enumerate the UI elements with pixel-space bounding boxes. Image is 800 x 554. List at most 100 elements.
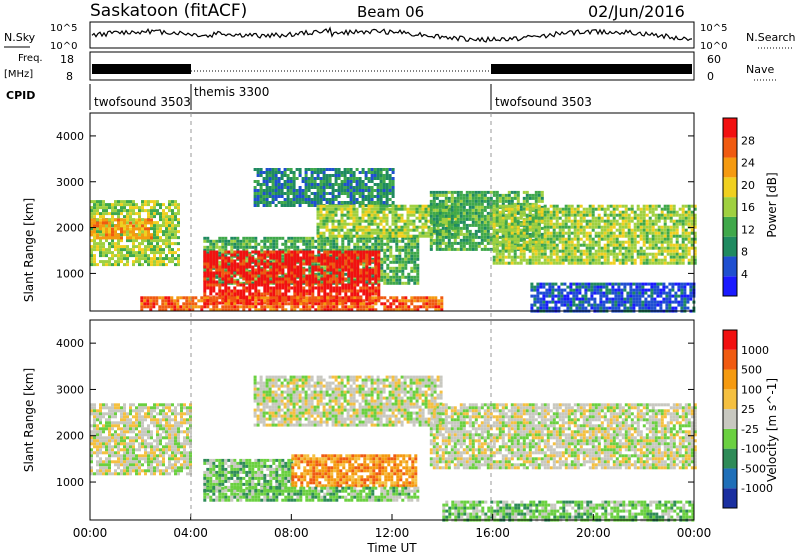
heat-cell [325, 228, 329, 232]
heat-cell [206, 239, 210, 243]
heat-cell [612, 246, 616, 250]
heat-cell [573, 246, 577, 250]
heat-cell [507, 210, 511, 214]
heat-cell [374, 262, 378, 266]
heat-cell [343, 231, 347, 235]
heat-cell [298, 174, 302, 177]
heat-cell [391, 207, 395, 211]
heat-cell [272, 262, 276, 266]
heat-cell [382, 210, 386, 214]
heat-cell [248, 256, 252, 260]
heat-cell [409, 219, 413, 223]
heat-cell [450, 226, 454, 230]
heat-cell [123, 206, 126, 210]
heat-cell [447, 232, 451, 236]
heat-cell [308, 289, 312, 293]
heat-cell [332, 242, 336, 246]
heat-cell [409, 204, 413, 208]
heat-cell [651, 237, 655, 241]
heat-cell [105, 254, 108, 258]
heat-cell [233, 250, 237, 254]
heat-cell [271, 189, 275, 192]
heat-cell [480, 223, 484, 227]
heat-cell [253, 168, 257, 171]
heat-cell [153, 230, 156, 234]
heat-cell [579, 231, 583, 235]
heat-cell [669, 249, 673, 253]
heat-cell [648, 252, 652, 256]
heat-cell [413, 281, 417, 285]
heat-cell [314, 259, 318, 263]
heat-cell [507, 204, 511, 208]
heat-cell [413, 257, 417, 261]
heat-cell [388, 177, 392, 180]
heat-cell [111, 206, 114, 210]
heat-cell [203, 239, 207, 243]
heat-cell [471, 193, 475, 197]
heat-cell [627, 234, 631, 238]
heat-cell [438, 208, 442, 212]
heat-cell [224, 262, 228, 266]
heat-cell [230, 275, 234, 279]
heat-cell [582, 228, 586, 232]
heat-cell [263, 289, 267, 293]
heat-cell [356, 242, 360, 246]
heat-cell [108, 206, 111, 210]
heat-cell [395, 257, 399, 261]
heat-cell [314, 254, 318, 258]
heat-cell [639, 255, 643, 259]
heat-cell [367, 204, 371, 208]
heat-cell [352, 171, 356, 174]
heat-cell [126, 221, 129, 225]
heat-cell [117, 236, 120, 240]
heat-cell [329, 248, 333, 252]
heat-cell [432, 208, 436, 212]
heat-cell [340, 183, 344, 186]
heat-cell [301, 180, 305, 183]
heat-cell [331, 219, 335, 223]
heat-cell [283, 183, 287, 186]
heat-cell [585, 219, 589, 223]
heat-cell [371, 301, 375, 305]
heat-cell [416, 251, 420, 255]
heat-cell [672, 210, 676, 214]
heat-cell [621, 216, 625, 220]
heat-cell [350, 236, 354, 240]
heat-cell [307, 168, 311, 171]
heat-cell [462, 196, 466, 200]
heat-cell [278, 268, 282, 272]
heat-cell [346, 228, 350, 232]
heat-cell [221, 245, 225, 249]
heat-cell [165, 206, 168, 210]
heat-cell [305, 268, 309, 272]
heat-cell [561, 240, 565, 244]
heat-cell [642, 210, 646, 214]
heat-cell [120, 209, 123, 213]
heat-cell [391, 213, 395, 217]
heat-cell [141, 203, 144, 207]
heat-cell [429, 208, 433, 212]
heat-cell [224, 239, 228, 243]
heat-cell [561, 252, 565, 256]
heat-cell [120, 251, 123, 255]
heat-cell [429, 229, 433, 233]
heat-cell [648, 204, 652, 208]
heat-cell [579, 252, 583, 256]
heat-cell [108, 257, 111, 261]
heat-cell [636, 204, 640, 208]
heat-cell [552, 210, 556, 214]
heat-cell [365, 298, 369, 302]
heat-cell [386, 236, 390, 240]
heat-cell [397, 234, 401, 238]
heat-cell [272, 286, 276, 290]
heat-cell [501, 243, 505, 247]
heat-cell [165, 239, 168, 243]
heat-cell [570, 252, 574, 256]
heat-cell [376, 213, 380, 217]
heat-cell [409, 234, 413, 238]
heat-cell [105, 212, 108, 216]
heat-cell [564, 243, 568, 247]
heat-cell [150, 233, 153, 237]
heat-cell [576, 234, 580, 238]
heat-cell [510, 255, 514, 259]
